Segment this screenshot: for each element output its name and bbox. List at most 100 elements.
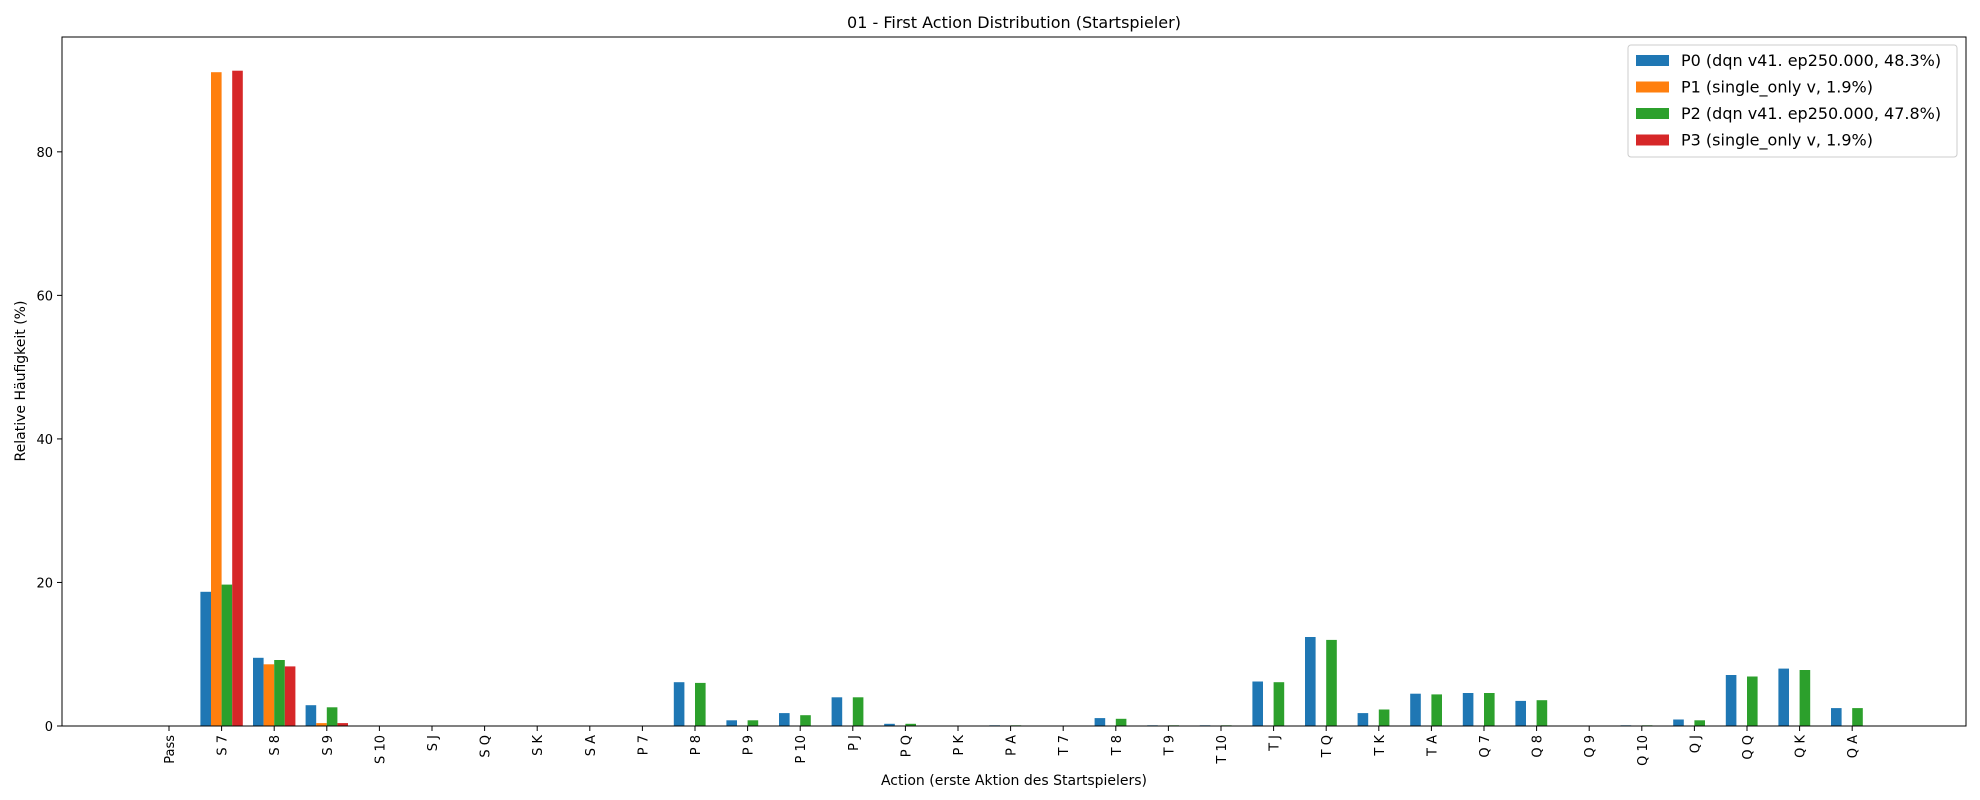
- bar-0-31: [1778, 668, 1789, 726]
- x-tick-label: S 9: [321, 735, 336, 756]
- bar-0-18: [1094, 718, 1106, 726]
- x-tick-label: Q Q: [1741, 735, 1756, 760]
- bar-3-2: [284, 666, 296, 726]
- x-tick-label: Q J: [1688, 735, 1703, 753]
- bar-2-23: [1378, 709, 1390, 726]
- bar-2-14: [905, 723, 916, 726]
- legend-swatch: [1636, 55, 1669, 66]
- x-tick-label: T 10: [1215, 735, 1230, 765]
- bar-2-26: [1536, 700, 1548, 726]
- x-tick-label: P 7: [636, 735, 651, 755]
- x-tick-label: S 10: [373, 735, 388, 764]
- bar-1-1: [211, 72, 222, 726]
- x-tick-label: S K: [531, 735, 546, 756]
- x-tick-label: T Q: [1320, 735, 1335, 758]
- x-tick-label: S Q: [479, 735, 494, 758]
- x-tick-label: P K: [952, 735, 967, 756]
- x-axis-label: Action (erste Aktion des Startspielers): [881, 773, 1147, 789]
- legend-swatch: [1636, 134, 1669, 146]
- x-tick-label: P 10: [794, 735, 809, 764]
- x-tick-label: T 8: [1110, 735, 1125, 756]
- bar-0-3: [305, 705, 317, 726]
- x-tick-label: T 9: [1162, 735, 1177, 756]
- bar-3-3: [337, 723, 348, 726]
- legend-box: [1627, 44, 1958, 158]
- bar-2-22: [1326, 639, 1337, 726]
- y-axis-label: Relative Häufigkeit (%): [13, 301, 29, 462]
- y-tick-label: 0: [45, 720, 53, 735]
- legend-label: P0 (dqn v41. ep250.000, 48.3%): [1681, 51, 1941, 70]
- x-tick-label: P J: [847, 735, 862, 751]
- bar-2-18: [1115, 718, 1127, 726]
- bar-0-22: [1305, 637, 1316, 726]
- x-tick-label: Q 10: [1636, 735, 1651, 766]
- bar-0-21: [1252, 681, 1263, 726]
- x-tick-label: T J: [1268, 735, 1283, 752]
- chart-title: 01 - First Action Distribution (Startspi…: [847, 13, 1181, 32]
- y-tick-label: 80: [36, 146, 53, 161]
- bar-0-14: [884, 723, 895, 726]
- x-tick-label: Q 8: [1531, 735, 1546, 758]
- legend-swatch: [1636, 108, 1669, 119]
- bar-2-30: [1747, 676, 1758, 726]
- bar-2-29: [1694, 720, 1705, 726]
- bar-2-11: [747, 720, 759, 726]
- bar-2-3: [326, 707, 338, 726]
- bar-0-12: [779, 713, 790, 726]
- x-tick-label: Q 9: [1583, 735, 1598, 758]
- legend-label: P2 (dqn v41. ep250.000, 47.8%): [1681, 104, 1941, 123]
- bar-2-21: [1273, 682, 1285, 726]
- legend-swatch: [1636, 81, 1669, 93]
- bar-2-31: [1799, 670, 1811, 726]
- y-tick-label: 60: [36, 289, 53, 304]
- x-tick-label: P Q: [899, 735, 914, 757]
- bar-1-2: [263, 664, 275, 726]
- bar-0-1: [200, 591, 211, 726]
- bar-0-30: [1725, 675, 1737, 726]
- bar-2-13: [852, 697, 864, 726]
- bar-0-2: [253, 657, 264, 726]
- plot-frame: [61, 36, 1967, 727]
- x-tick-label: Q 7: [1478, 735, 1493, 758]
- bar-0-11: [726, 720, 737, 726]
- x-tick-label: Pass: [163, 735, 178, 764]
- x-tick-label: S A: [584, 735, 599, 756]
- x-tick-label: T 7: [1057, 735, 1072, 756]
- bar-2-32: [1852, 708, 1863, 726]
- x-tick-label: S 7: [216, 735, 231, 756]
- bar-2-10: [695, 682, 706, 726]
- bar-0-10: [673, 682, 685, 726]
- bar-0-25: [1462, 693, 1474, 726]
- x-tick-label: T K: [1373, 735, 1388, 757]
- bar-0-32: [1831, 708, 1842, 726]
- x-tick-label: P A: [1005, 735, 1020, 756]
- legend-label: P3 (single_only v, 1.9%): [1681, 131, 1873, 151]
- y-tick-label: 20: [36, 576, 53, 591]
- plot-area: [200, 70, 1863, 726]
- bar-2-2: [274, 660, 285, 726]
- x-tick-label: Q A: [1846, 735, 1861, 758]
- legend-label: P1 (single_only v, 1.9%): [1681, 78, 1873, 98]
- bar-0-23: [1357, 713, 1369, 726]
- bar-2-12: [800, 715, 811, 726]
- bar-2-24: [1431, 694, 1442, 726]
- x-tick-label: P 9: [742, 735, 757, 755]
- bar-2-25: [1484, 693, 1495, 726]
- bar-0-13: [831, 697, 843, 726]
- y-tick-label: 40: [36, 433, 53, 448]
- bar-3-1: [232, 70, 243, 726]
- bar-0-26: [1515, 700, 1526, 726]
- x-tick-label: T A: [1425, 735, 1440, 757]
- x-tick-label: P 8: [689, 735, 704, 755]
- bar-1-3: [316, 723, 327, 726]
- y-axis: 0 20 40 60 80: [36, 146, 62, 735]
- bar-0-24: [1410, 693, 1421, 726]
- legend: P0 (dqn v41. ep250.000, 48.3%) P1 (single…: [1627, 44, 1958, 158]
- bar-2-1: [221, 584, 233, 726]
- x-axis: Pass S 7 S 8 S 9 S 10 S J S Q S K S A P 7 P 8 P 9 P …: [163, 726, 1861, 766]
- x-tick-label: S J: [426, 735, 441, 751]
- x-tick-label: S 8: [268, 735, 283, 756]
- bar-0-29: [1673, 719, 1684, 726]
- x-tick-label: Q K: [1794, 735, 1809, 758]
